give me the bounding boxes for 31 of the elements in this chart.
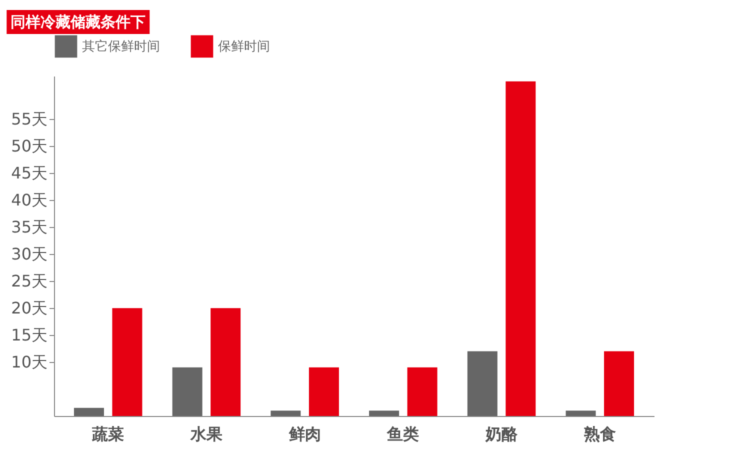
legend-label: 其它保鲜时间 <box>82 38 160 54</box>
bar <box>74 408 104 416</box>
y-tick-label: 25天 <box>11 272 48 291</box>
bar <box>308 367 339 416</box>
x-tick-label: 水果 <box>189 424 224 444</box>
y-tick-label: 40天 <box>11 190 48 210</box>
y-tick-label: 35天 <box>11 218 48 237</box>
y-tick-label: 30天 <box>11 244 48 264</box>
bar <box>270 410 301 416</box>
bar <box>210 308 241 416</box>
bar <box>566 410 596 416</box>
bar <box>112 308 142 416</box>
x-tick-label: 蔬菜 <box>91 424 124 444</box>
y-tick-label: 10天 <box>11 352 48 372</box>
y-tick-label: 45天 <box>11 164 48 183</box>
chart-title: 同样冷藏储藏条件下 <box>10 13 146 31</box>
y-tick-label: 50天 <box>11 136 48 156</box>
legend-label: 保鲜时间 <box>218 39 270 54</box>
x-tick-label: 奶酪 <box>484 424 519 444</box>
y-tick-label: 55天 <box>11 110 48 129</box>
x-tick-label: 熟食 <box>582 424 616 444</box>
bar <box>604 351 634 416</box>
bar <box>407 367 438 416</box>
x-tick-label: 鱼类 <box>386 424 420 444</box>
bar <box>172 367 202 416</box>
x-tick-label: 鲜肉 <box>288 424 321 444</box>
y-tick-label: 15天 <box>11 326 48 345</box>
bar <box>369 410 400 416</box>
bar <box>506 81 536 416</box>
y-tick-label: 20天 <box>11 298 48 318</box>
bar <box>467 351 498 416</box>
